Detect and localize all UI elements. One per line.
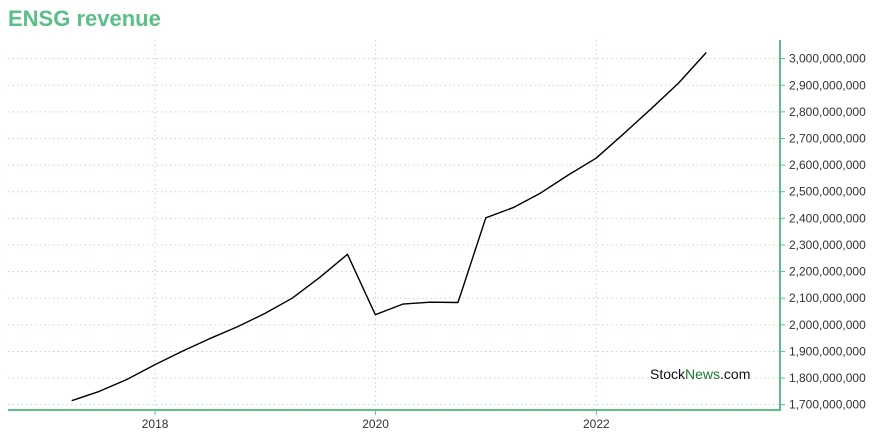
y-tick-label: 2,200,000,000 — [789, 265, 866, 279]
y-tick-label: 2,700,000,000 — [789, 131, 866, 145]
y-tick-label: 2,500,000,000 — [789, 185, 866, 199]
y-tick-label: 2,900,000,000 — [789, 78, 866, 92]
label-layer: 1,700,000,000 1,800,000,000 1,900,000,000 2… — [142, 52, 866, 431]
chart-title: ENSG revenue — [8, 6, 161, 31]
y-tick-label: 2,400,000,000 — [789, 211, 866, 225]
y-tick-label: 2,800,000,000 — [789, 105, 866, 119]
watermark-part-1: Stock — [650, 366, 686, 382]
watermark-part-3: .com — [720, 366, 750, 382]
revenue-series-line — [71, 52, 707, 402]
y-tick-label: 1,800,000,000 — [789, 371, 866, 385]
y-tick-label: 2,000,000,000 — [789, 318, 866, 332]
axis-layer — [8, 40, 785, 415]
y-tick-label: 1,700,000,000 — [789, 398, 866, 412]
watermark-part-2: News — [685, 366, 720, 382]
y-tick-label: 2,100,000,000 — [789, 291, 866, 305]
x-tick-label: 2020 — [362, 417, 389, 431]
x-tick-label: 2022 — [583, 417, 610, 431]
y-tick-label: 1,900,000,000 — [789, 344, 866, 358]
series-layer — [71, 52, 707, 402]
watermark: StockNews.com — [650, 366, 750, 382]
y-tick-label: 2,300,000,000 — [789, 238, 866, 252]
x-tick-label: 2018 — [142, 417, 169, 431]
y-tick-label: 3,000,000,000 — [789, 52, 866, 66]
grid-layer — [8, 40, 780, 410]
y-tick-label: 2,600,000,000 — [789, 158, 866, 172]
